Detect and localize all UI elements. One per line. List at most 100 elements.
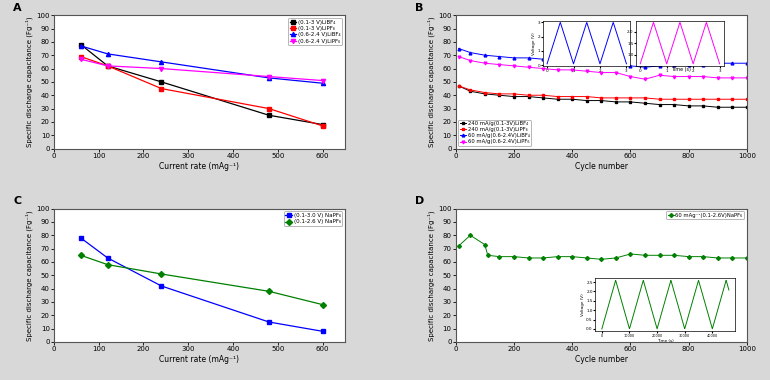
(0.1-3.0 V) NaPF₆ [264,320,273,324]
Text: D: D [415,196,424,206]
240 mA/g(0.1-3V)LiPF₆ [669,97,678,101]
Line: 60 mA/g(0.6-2.4V)LiPF₆: 60 mA/g(0.6-2.4V)LiPF₆ [457,55,748,81]
60 mAg⁻¹(0.1-2.6V)NaPF₆ [684,254,693,259]
60 mA/g(0.6-2.4V)LiBF₄ [524,55,533,60]
240 mA/g(0.1-3V)LiBF₄ [713,105,722,109]
Text: C: C [13,196,22,206]
60 mAg⁻¹(0.1-2.6V)NaPF₆ [611,256,621,260]
240 mA/g(0.1-3V)LiBF₄ [742,105,752,109]
240 mA/g(0.1-3V)LiBF₄ [698,104,708,108]
60 mAg⁻¹(0.1-2.6V)NaPF₆ [626,252,635,256]
Legend: (0.1-3 V)LiBF₄, (0.1-3 V)LiPF₆, (0.6-2.4 V)LiBF₄, (0.6-2.4 V)LiPF₆: (0.1-3 V)LiBF₄, (0.1-3 V)LiPF₆, (0.6-2.4… [288,18,343,46]
60 mAg⁻¹(0.1-2.6V)NaPF₆ [538,256,547,260]
(0.1-2.6 V) NaPF₆ [264,289,273,294]
(0.1-2.6 V) NaPF₆ [103,262,112,267]
60 mA/g(0.6-2.4V)LiBF₄ [742,61,752,65]
60 mA/g(0.6-2.4V)LiBF₄ [466,50,475,55]
Legend: (0.1-3.0 V) NaPF₆, (0.1-2.6 V) NaPF₆: (0.1-3.0 V) NaPF₆, (0.1-2.6 V) NaPF₆ [283,211,343,226]
(0.1-2.6 V) NaPF₆ [76,253,85,258]
Legend: 60 mAg⁻¹(0.1-2.6V)NaPF₆: 60 mAg⁻¹(0.1-2.6V)NaPF₆ [666,211,745,219]
Text: A: A [13,3,22,13]
(0.1-3 V)LiPF₆ [103,63,112,68]
240 mA/g(0.1-3V)LiPF₆ [742,97,752,101]
240 mA/g(0.1-3V)LiBF₄ [509,94,518,99]
60 mAg⁻¹(0.1-2.6V)NaPF₆ [728,256,737,260]
240 mA/g(0.1-3V)LiBF₄ [454,84,464,88]
240 mA/g(0.1-3V)LiBF₄ [524,94,533,99]
Line: (0.1-3 V)LiPF₆: (0.1-3 V)LiPF₆ [79,54,325,128]
Y-axis label: Specific discharge capacitance (Fg⁻¹): Specific discharge capacitance (Fg⁻¹) [428,210,435,340]
Line: 240 mA/g(0.1-3V)LiPF₆: 240 mA/g(0.1-3V)LiPF₆ [457,84,748,101]
60 mA/g(0.6-2.4V)LiBF₄ [509,55,518,60]
60 mA/g(0.6-2.4V)LiPF₆ [454,54,464,59]
(0.6-2.4 V)LiBF₄ [157,60,166,64]
60 mA/g(0.6-2.4V)LiPF₆ [538,66,547,71]
240 mA/g(0.1-3V)LiPF₆ [641,96,650,100]
240 mA/g(0.1-3V)LiPF₆ [454,84,464,88]
60 mA/g(0.6-2.4V)LiBF₄ [641,65,650,70]
60 mA/g(0.6-2.4V)LiPF₆ [742,76,752,80]
(0.1-3 V)LiBF₄ [76,42,85,47]
240 mA/g(0.1-3V)LiPF₆ [597,96,606,100]
240 mA/g(0.1-3V)LiBF₄ [495,93,504,98]
60 mA/g(0.6-2.4V)LiBF₄ [538,57,547,62]
60 mAg⁻¹(0.1-2.6V)NaPF₆ [480,242,490,247]
240 mA/g(0.1-3V)LiPF₆ [655,97,665,101]
60 mA/g(0.6-2.4V)LiBF₄ [626,63,635,68]
(0.1-3 V)LiPF₆ [157,86,166,91]
240 mA/g(0.1-3V)LiBF₄ [480,92,490,96]
(0.1-3.0 V) NaPF₆ [76,236,85,240]
240 mA/g(0.1-3V)LiBF₄ [684,104,693,108]
(0.6-2.4 V)LiPF₆ [157,66,166,71]
60 mA/g(0.6-2.4V)LiPF₆ [669,74,678,79]
Line: (0.1-3 V)LiBF₄: (0.1-3 V)LiBF₄ [79,43,325,127]
(0.6-2.4 V)LiBF₄ [318,81,327,86]
60 mAg⁻¹(0.1-2.6V)NaPF₆ [641,253,650,258]
60 mA/g(0.6-2.4V)LiPF₆ [641,77,650,81]
Line: (0.6-2.4 V)LiBF₄: (0.6-2.4 V)LiBF₄ [79,44,325,86]
60 mA/g(0.6-2.4V)LiBF₄ [684,62,693,67]
60 mA/g(0.6-2.4V)LiBF₄ [698,62,708,67]
60 mA/g(0.6-2.4V)LiPF₆ [495,62,504,67]
60 mA/g(0.6-2.4V)LiBF₄ [669,62,678,67]
60 mA/g(0.6-2.4V)LiPF₆ [655,73,665,78]
60 mAg⁻¹(0.1-2.6V)NaPF₆ [597,257,606,261]
(0.1-3.0 V) NaPF₆ [157,284,166,288]
Line: 60 mAg⁻¹(0.1-2.6V)NaPF₆: 60 mAg⁻¹(0.1-2.6V)NaPF₆ [457,234,748,261]
240 mA/g(0.1-3V)LiBF₄ [567,97,577,101]
X-axis label: Current rate (mAg⁻¹): Current rate (mAg⁻¹) [159,162,239,171]
240 mA/g(0.1-3V)LiPF₆ [611,96,621,100]
60 mA/g(0.6-2.4V)LiBF₄ [495,54,504,59]
(0.1-3 V)LiBF₄ [264,113,273,117]
60 mA/g(0.6-2.4V)LiPF₆ [509,63,518,68]
Line: 240 mA/g(0.1-3V)LiBF₄: 240 mA/g(0.1-3V)LiBF₄ [457,84,748,109]
X-axis label: Cycle number: Cycle number [575,162,628,171]
60 mA/g(0.6-2.4V)LiBF₄ [480,53,490,57]
60 mA/g(0.6-2.4V)LiPF₆ [582,69,591,73]
(0.1-2.6 V) NaPF₆ [157,272,166,276]
Line: (0.1-2.6 V) NaPF₆: (0.1-2.6 V) NaPF₆ [79,253,325,307]
60 mAg⁻¹(0.1-2.6V)NaPF₆ [483,253,492,258]
60 mA/g(0.6-2.4V)LiBF₄ [582,60,591,64]
Line: (0.1-3.0 V) NaPF₆: (0.1-3.0 V) NaPF₆ [79,236,325,333]
240 mA/g(0.1-3V)LiPF₆ [538,93,547,98]
(0.1-2.6 V) NaPF₆ [318,302,327,307]
60 mA/g(0.6-2.4V)LiPF₆ [698,74,708,79]
(0.6-2.4 V)LiBF₄ [264,76,273,80]
X-axis label: Cycle number: Cycle number [575,355,628,364]
240 mA/g(0.1-3V)LiPF₆ [713,97,722,101]
60 mAg⁻¹(0.1-2.6V)NaPF₆ [509,254,518,259]
60 mAg⁻¹(0.1-2.6V)NaPF₆ [582,256,591,260]
60 mA/g(0.6-2.4V)LiBF₄ [567,58,577,63]
240 mA/g(0.1-3V)LiPF₆ [567,94,577,99]
(0.1-3.0 V) NaPF₆ [103,256,112,260]
240 mA/g(0.1-3V)LiPF₆ [553,94,562,99]
Legend: 240 mA/g(0.1-3V)LiBF₄, 240 mA/g(0.1-3V)LiPF₆, 60 mA/g(0.6-2.4V)LiBF₄, 60 mA/g(0.: 240 mA/g(0.1-3V)LiBF₄, 240 mA/g(0.1-3V)L… [458,120,531,146]
60 mAg⁻¹(0.1-2.6V)NaPF₆ [466,233,475,238]
(0.6-2.4 V)LiPF₆ [264,74,273,79]
Text: Time (s): Time (s) [671,67,691,72]
(0.6-2.4 V)LiBF₄ [76,44,85,48]
240 mA/g(0.1-3V)LiPF₆ [466,88,475,92]
60 mA/g(0.6-2.4V)LiBF₄ [597,60,606,64]
60 mAg⁻¹(0.1-2.6V)NaPF₆ [655,253,665,258]
